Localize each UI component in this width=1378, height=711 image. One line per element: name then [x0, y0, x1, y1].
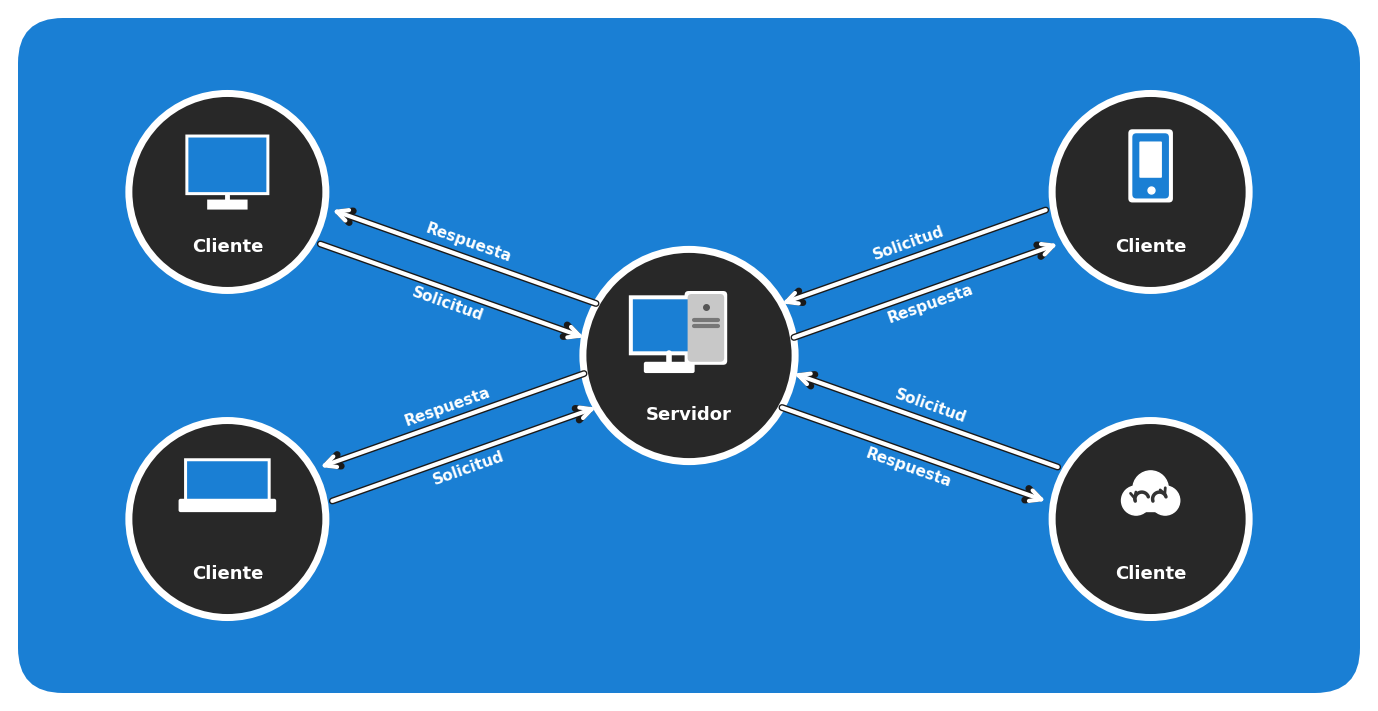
Text: Cliente: Cliente — [192, 238, 263, 256]
Circle shape — [1056, 424, 1246, 614]
Circle shape — [579, 246, 799, 465]
Circle shape — [1151, 486, 1180, 515]
Text: Cliente: Cliente — [1115, 565, 1186, 583]
Text: Solicitud: Solicitud — [409, 284, 485, 324]
FancyBboxPatch shape — [186, 134, 269, 195]
FancyBboxPatch shape — [644, 362, 695, 373]
FancyBboxPatch shape — [189, 137, 266, 192]
Circle shape — [125, 417, 329, 621]
Circle shape — [1049, 90, 1253, 294]
FancyBboxPatch shape — [1140, 141, 1162, 178]
FancyBboxPatch shape — [1129, 129, 1173, 203]
Circle shape — [132, 424, 322, 614]
FancyBboxPatch shape — [628, 295, 710, 356]
Text: Respuesta: Respuesta — [886, 282, 976, 326]
Bar — [1130, 500, 1171, 511]
Circle shape — [132, 97, 322, 287]
FancyBboxPatch shape — [1133, 133, 1169, 198]
Text: Respuesta: Respuesta — [864, 446, 954, 490]
Text: Cliente: Cliente — [1115, 238, 1186, 256]
FancyBboxPatch shape — [18, 18, 1360, 693]
Text: Solicitud: Solicitud — [893, 387, 969, 427]
FancyBboxPatch shape — [207, 200, 248, 210]
Circle shape — [1056, 97, 1246, 287]
Circle shape — [1133, 471, 1169, 506]
Text: Solicitud: Solicitud — [431, 448, 507, 487]
Text: Solicitud: Solicitud — [871, 224, 947, 263]
Circle shape — [1122, 486, 1151, 515]
FancyBboxPatch shape — [185, 459, 270, 511]
Text: Respuesta: Respuesta — [402, 385, 492, 429]
FancyBboxPatch shape — [685, 291, 728, 365]
Circle shape — [587, 253, 791, 458]
Text: Cliente: Cliente — [192, 565, 263, 583]
Circle shape — [1145, 484, 1169, 507]
FancyBboxPatch shape — [179, 499, 276, 512]
Circle shape — [1049, 417, 1253, 621]
FancyBboxPatch shape — [187, 461, 267, 508]
Text: Respuesta: Respuesta — [424, 221, 514, 265]
FancyBboxPatch shape — [688, 294, 725, 362]
Circle shape — [1133, 484, 1156, 507]
FancyBboxPatch shape — [208, 201, 247, 208]
Text: Servidor: Servidor — [646, 406, 732, 424]
FancyBboxPatch shape — [633, 299, 706, 351]
Circle shape — [125, 90, 329, 294]
